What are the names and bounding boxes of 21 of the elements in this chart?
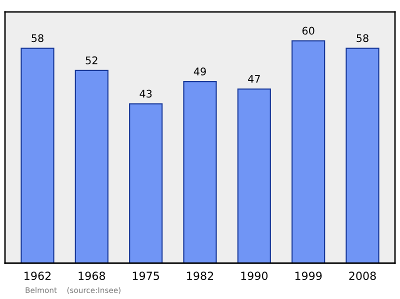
data-label: 43	[140, 90, 152, 98]
x-tick-label: 1982	[187, 272, 214, 280]
data-label: 58	[32, 34, 44, 42]
bar	[292, 40, 326, 264]
data-label: 60	[302, 26, 314, 35]
bar	[183, 81, 217, 264]
bar	[237, 88, 271, 264]
data-label: 58	[356, 34, 368, 42]
x-tick-label: 2008	[349, 272, 376, 280]
bar	[129, 103, 163, 264]
data-label: 47	[248, 75, 260, 83]
x-tick-label: 1962	[24, 272, 51, 280]
bar	[346, 48, 380, 264]
bar	[20, 48, 54, 264]
data-label: 49	[194, 68, 206, 76]
x-tick-label: 1999	[295, 272, 322, 280]
bar	[74, 70, 108, 264]
x-tick-label: 1975	[132, 272, 159, 280]
data-label: 52	[86, 56, 98, 64]
x-tick-label: 1968	[78, 272, 106, 280]
x-tick-label: 1990	[241, 272, 268, 280]
